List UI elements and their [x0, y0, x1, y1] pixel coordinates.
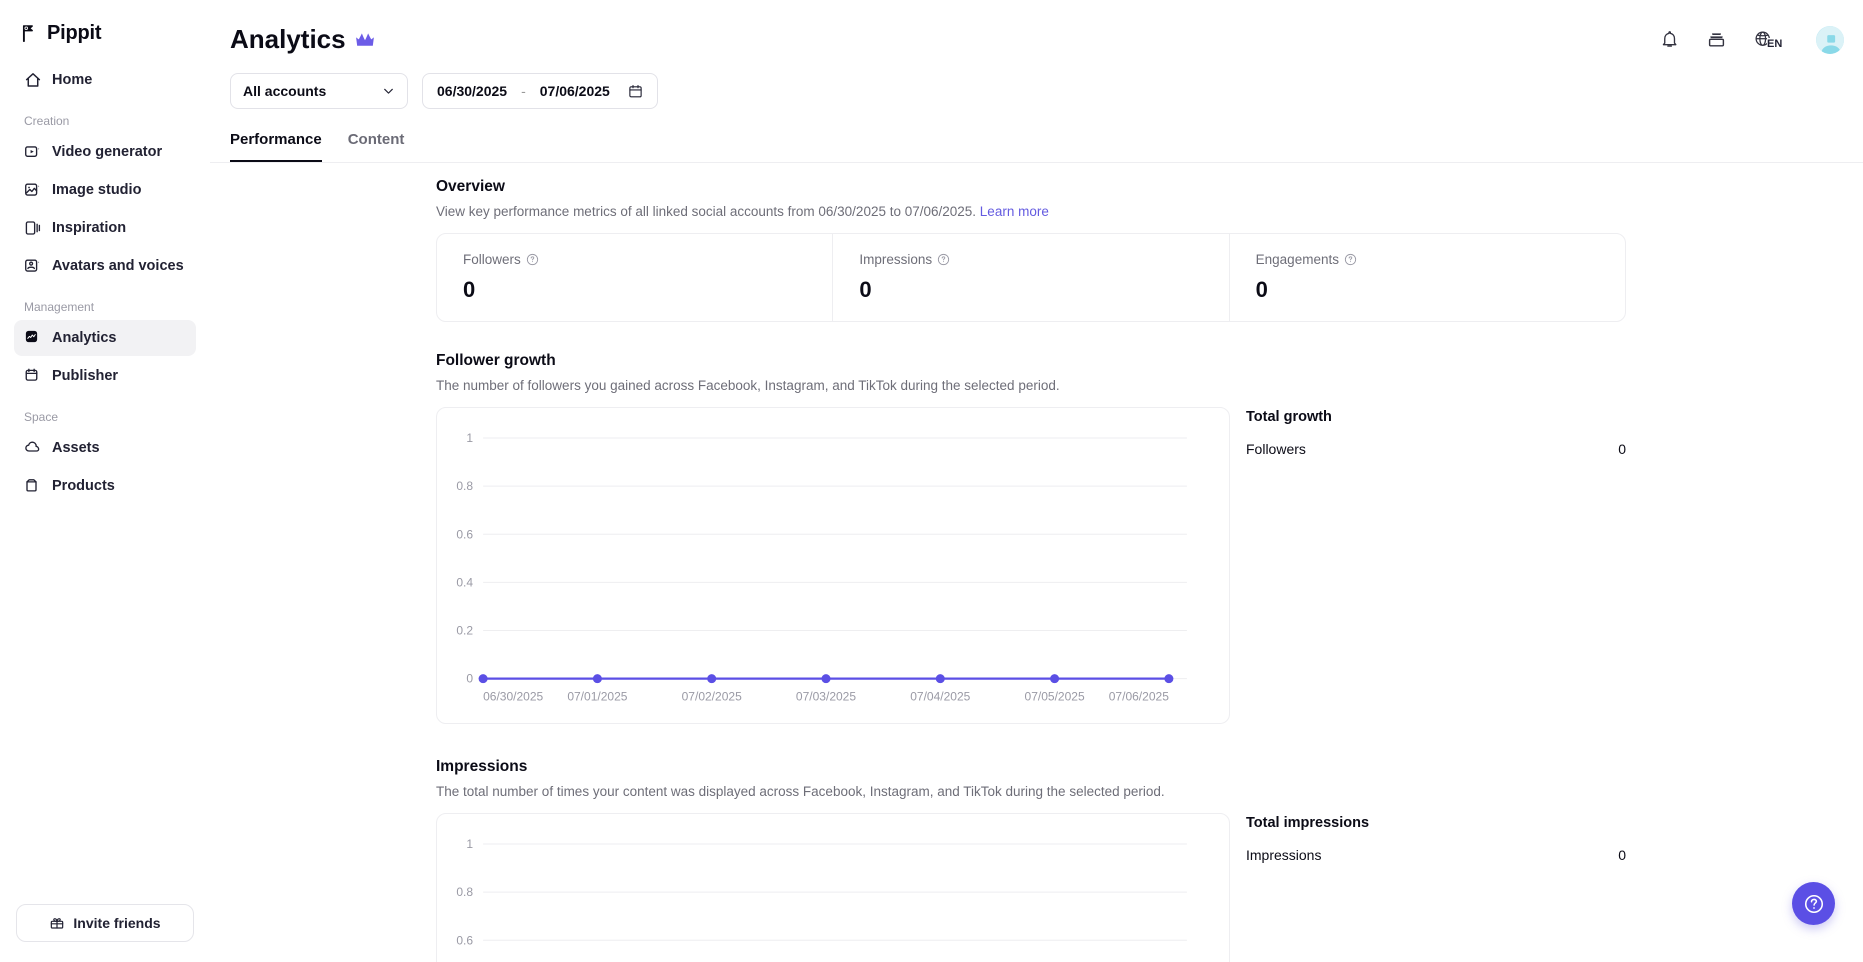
svg-text:0: 0: [466, 672, 473, 686]
svg-text:07/04/2025: 07/04/2025: [910, 690, 970, 704]
svg-text:07/01/2025: 07/01/2025: [567, 690, 627, 704]
svg-text:07/05/2025: 07/05/2025: [1025, 690, 1085, 704]
svg-text:07/06/2025: 07/06/2025: [1109, 690, 1169, 704]
svg-text:0.8: 0.8: [456, 885, 473, 899]
svg-text:0.4: 0.4: [456, 575, 473, 589]
svg-text:06/30/2025: 06/30/2025: [483, 690, 543, 704]
svg-text:07/02/2025: 07/02/2025: [682, 690, 742, 704]
svg-text:07/03/2025: 07/03/2025: [796, 690, 856, 704]
svg-text:1: 1: [466, 431, 473, 445]
svg-text:0.6: 0.6: [456, 933, 473, 947]
svg-text:0.2: 0.2: [456, 624, 473, 638]
svg-text:0.6: 0.6: [456, 527, 473, 541]
svg-text:1: 1: [466, 837, 473, 851]
svg-text:0.8: 0.8: [456, 479, 473, 493]
